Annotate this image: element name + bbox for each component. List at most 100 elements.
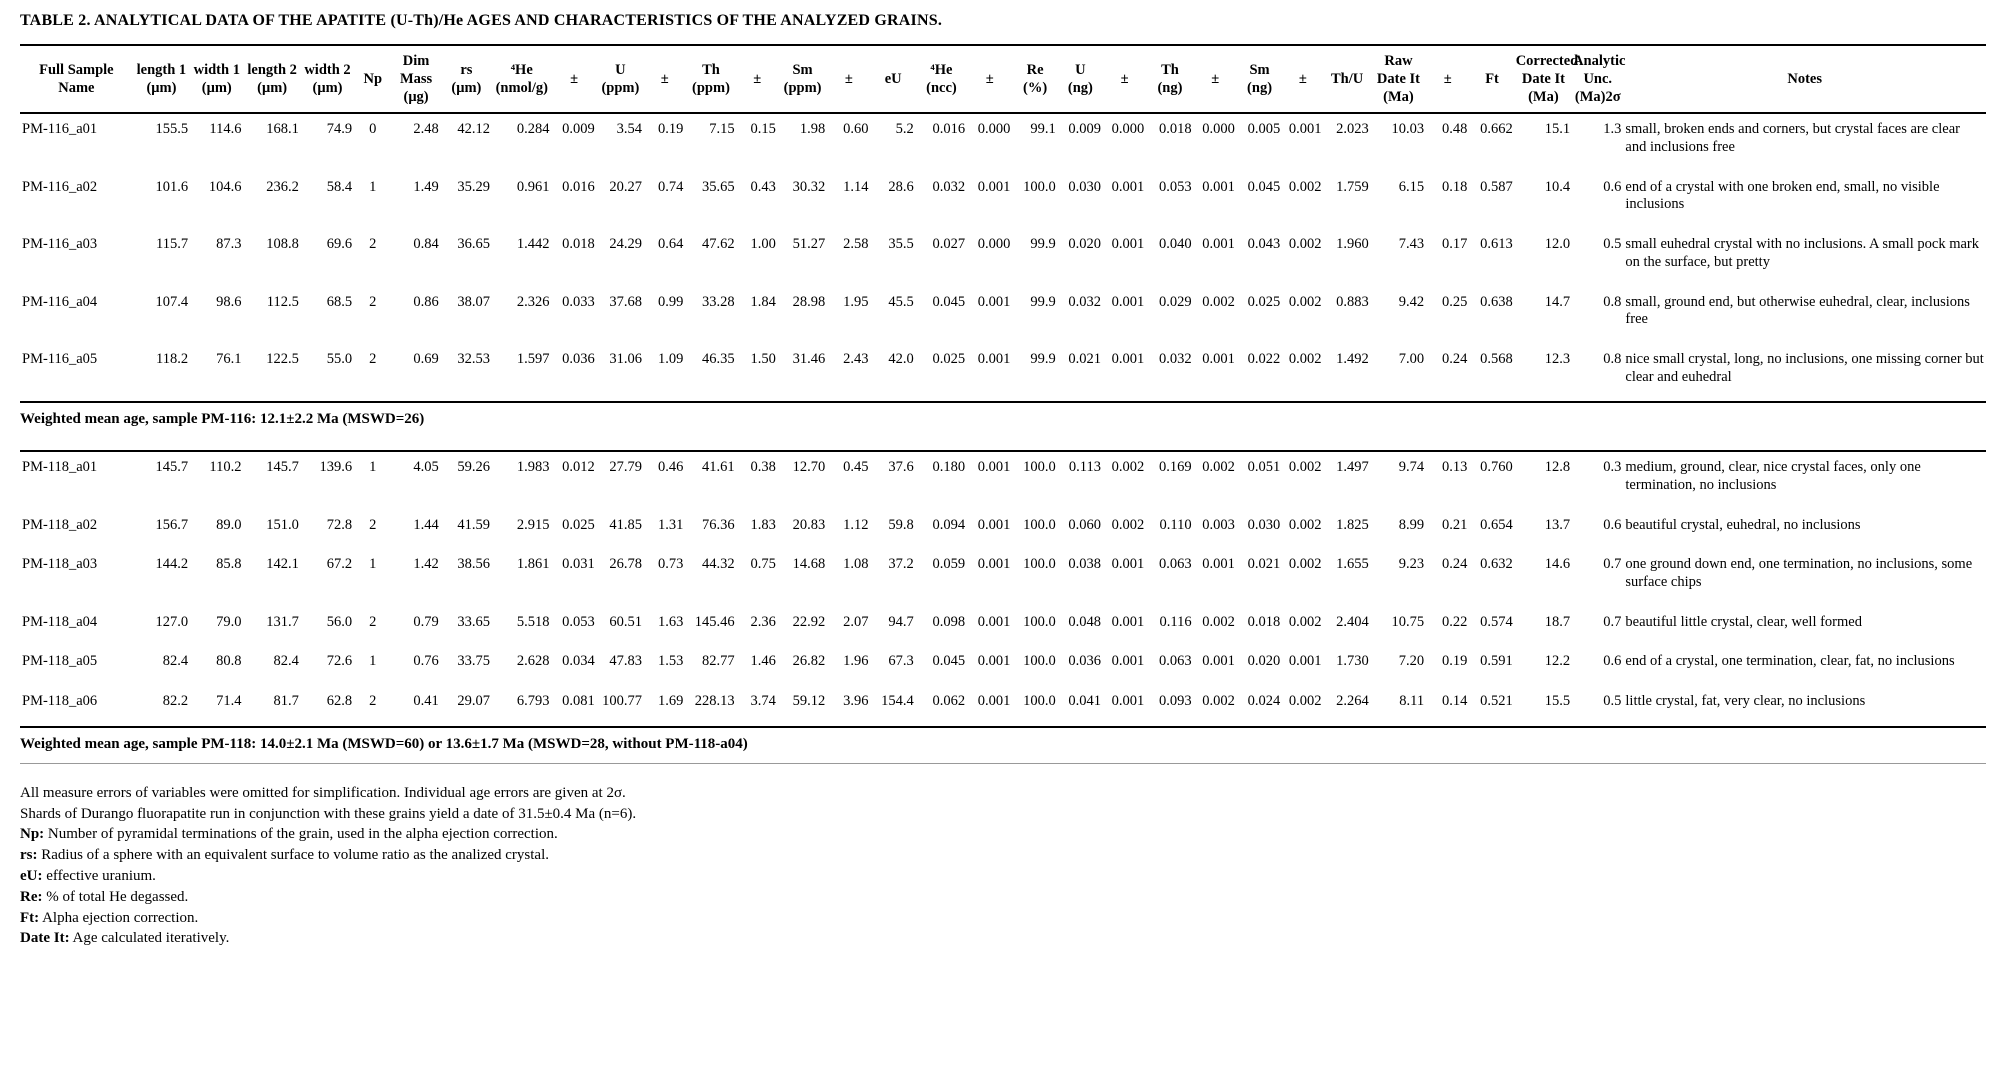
cell-th-u: 1.655: [1336, 556, 1369, 573]
cell-th-ng: 0.029: [1158, 293, 1192, 310]
cell-notes: nice small crystal, long, no inclusions,…: [1625, 350, 1984, 385]
cell-analytic-unc: 0.3: [1603, 459, 1622, 476]
cell-re: 99.1: [1030, 121, 1056, 138]
cell-raw-date: 10.75: [1391, 613, 1425, 630]
cell-sm-ppm-err: 2.43: [843, 350, 869, 367]
cell-raw-date-err: 0.25: [1442, 293, 1468, 310]
cell-np: 1: [369, 556, 377, 573]
cell-length1: 82.4: [162, 653, 189, 670]
cell-u-ng-err: 0.001: [1111, 653, 1145, 670]
cell-th-ng: 0.110: [1159, 516, 1192, 533]
footnote: rs: Radius of a sphere with an equivalen…: [20, 847, 549, 864]
cell-he-nmol-g: 6.793: [516, 693, 550, 710]
cell-th-u: 1.960: [1336, 236, 1369, 253]
footnote-term: rs:: [20, 847, 38, 864]
cell-length2: 81.7: [273, 693, 299, 710]
cell-u-ng-err: 0.001: [1111, 350, 1145, 367]
cell-he-nmol-err: 0.018: [562, 236, 595, 253]
cell-eu: 67.3: [888, 653, 914, 670]
cell-u-ng-err: 0.001: [1111, 236, 1145, 253]
cell-sm-ng-err: 0.002: [1288, 178, 1322, 195]
footnote-term: Ft:: [20, 909, 40, 926]
cell-th-ppm-err: 0.38: [750, 459, 776, 476]
cell-sm-ppm-err: 1.96: [843, 653, 869, 670]
cell-u-ng-err: 0.001: [1111, 693, 1145, 710]
cell-sm-ng: 0.021: [1247, 556, 1281, 573]
cell-sm-ng: 0.020: [1247, 653, 1281, 670]
cell-corrected-date: 18.7: [1544, 613, 1571, 630]
col-header-th-ng-err: ±: [1211, 71, 1220, 88]
col-header-sm-ppm: Sm (ppm): [783, 62, 822, 97]
cell-ft: 0.638: [1480, 293, 1513, 310]
cell-u-ppm: 27.79: [609, 459, 643, 476]
cell-u-ppm-err: 0.74: [657, 178, 684, 195]
cell-he-ncc-err: 0.001: [977, 350, 1011, 367]
cell-ft: 0.760: [1480, 459, 1513, 476]
cell-raw-date: 9.23: [1398, 556, 1425, 573]
col-header-np: Np: [363, 71, 383, 88]
cell-corrected-date: 14.6: [1544, 556, 1571, 573]
col-header-he-nmol-err: ±: [570, 71, 579, 88]
col-header-th-ppm: Th (ppm): [692, 62, 730, 97]
footnote: Re: % of total He degassed.: [20, 888, 189, 905]
cell-rs: 33.65: [457, 613, 491, 630]
cell-sm-ng-err: 0.002: [1288, 236, 1322, 253]
cell-th-ng-err: 0.001: [1202, 350, 1235, 367]
cell-ft: 0.613: [1480, 236, 1513, 253]
table-row: PM-116_a02 101.6 104.6 236.2 58.4 1 1.49 35.29 0…: [20, 172, 1986, 229]
cell-re: 100.0: [1023, 653, 1056, 670]
table-header: Full Sample Name length 1 (μm) width 1 (μm…: [20, 45, 1986, 114]
cell-u-ng-err: 0.001: [1111, 178, 1145, 195]
cell-th-u: 2.264: [1336, 693, 1369, 710]
cell-sm-ng-err: 0.002: [1288, 459, 1322, 476]
cell-length1: 156.7: [155, 516, 189, 533]
cell-width1: 114.6: [209, 121, 242, 138]
col-header-th-ppm-err: ±: [753, 71, 762, 88]
cell-notes: beautiful crystal, euhedral, no inclusio…: [1625, 516, 1861, 533]
cell-he-nmol-err: 0.034: [562, 653, 595, 670]
cell-length2: 108.8: [266, 236, 299, 253]
cell-u-ppm-err: 1.31: [657, 516, 684, 533]
cell-u-ng: 0.041: [1068, 693, 1102, 710]
cell-u-ppm-err: 0.46: [657, 459, 684, 476]
cell-np: 2: [369, 693, 377, 710]
cell-re: 99.9: [1030, 293, 1056, 310]
col-header-th-u: Th/U: [1330, 71, 1364, 88]
cell-u-ppm-err: 1.69: [657, 693, 684, 710]
col-header-he-nmol-g: ⁴He (nmol/g): [495, 62, 548, 97]
cell-th-ng: 0.169: [1158, 459, 1192, 476]
cell-notes: small, broken ends and corners, but crys…: [1625, 121, 1960, 156]
cell-he-ncc: 0.094: [932, 516, 966, 533]
cell-width1: 79.0: [216, 613, 242, 630]
cell-he-ncc-err: 0.001: [977, 178, 1011, 195]
cell-th-ng-err: 0.001: [1202, 236, 1235, 253]
cell-th-ppm-err: 1.50: [750, 350, 776, 367]
cell-re: 100.0: [1023, 613, 1056, 630]
cell-width2: 74.9: [326, 121, 353, 138]
cell-u-ppm: 100.77: [602, 693, 643, 710]
cell-width2: 69.6: [326, 236, 353, 253]
cell-notes: medium, ground, clear, nice crystal face…: [1625, 459, 1921, 493]
cell-sm-ppm-err: 1.14: [843, 178, 869, 195]
cell-np: 1: [369, 178, 377, 195]
cell-he-nmol-g: 1.597: [516, 350, 550, 367]
cell-raw-date: 8.99: [1398, 516, 1425, 533]
cell-ft: 0.591: [1480, 653, 1513, 670]
cell-u-ppm: 24.29: [609, 236, 643, 253]
cell-he-ncc: 0.180: [932, 459, 966, 476]
cell-corrected-date: 13.7: [1544, 516, 1571, 533]
col-header-u-ng-err: ±: [1120, 71, 1129, 88]
cell-he-ncc: 0.032: [932, 178, 966, 195]
cell-width2: 62.8: [326, 693, 353, 710]
cell-he-nmol-err: 0.025: [562, 516, 595, 533]
cell-sample-name: PM-116_a01: [22, 121, 98, 138]
col-header-raw-date-err: ±: [1443, 71, 1452, 88]
cell-th-ng-err: 0.002: [1202, 693, 1235, 710]
cell-eu: 28.6: [888, 178, 914, 195]
cell-u-ng-err: 0.001: [1111, 613, 1145, 630]
cell-u-ng-err: 0.002: [1111, 516, 1145, 533]
cell-rs: 33.75: [457, 653, 491, 670]
cell-sm-ppm: 31.46: [792, 350, 826, 367]
cell-th-u: 1.492: [1336, 350, 1369, 367]
cell-th-ppm: 82.77: [702, 653, 735, 670]
